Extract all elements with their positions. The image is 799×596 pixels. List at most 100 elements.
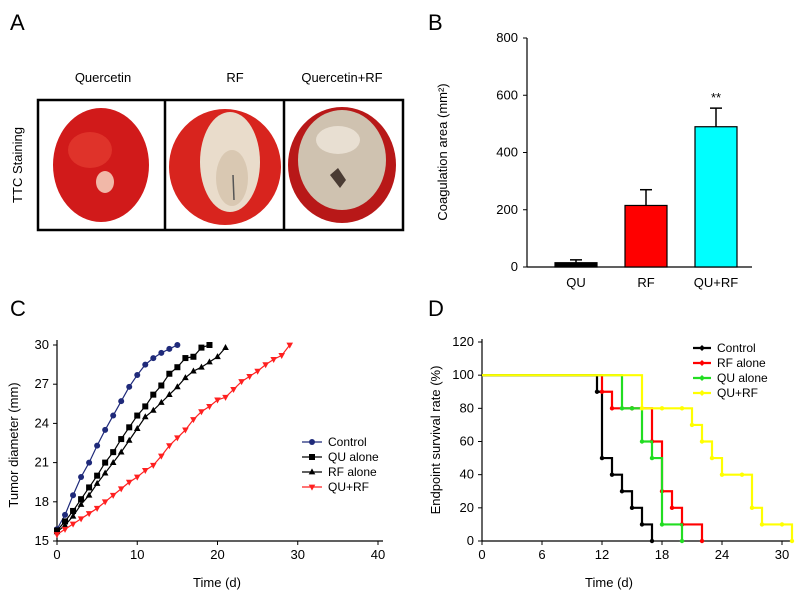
tissue-image-rf <box>169 109 281 225</box>
legend-marker <box>309 439 315 445</box>
data-point <box>126 424 133 431</box>
data-point <box>158 349 165 356</box>
censor-point <box>669 505 675 511</box>
censor-point <box>629 505 635 511</box>
y-tick-label: 80 <box>460 400 474 415</box>
data-point <box>109 459 117 465</box>
data-point <box>222 344 229 351</box>
data-point <box>158 453 165 460</box>
data-point <box>86 459 93 466</box>
data-point <box>158 382 165 389</box>
censor-point <box>779 522 785 527</box>
series-line <box>56 344 291 535</box>
legend-label: QU+RF <box>717 386 758 400</box>
data-point <box>85 511 93 518</box>
panel-c-label: C <box>10 296 26 321</box>
data-point <box>117 448 125 455</box>
y-tick-label: 30 <box>35 337 49 352</box>
survival-step-line <box>482 374 704 541</box>
y-axis-label: Coagulation area (mm²) <box>435 83 450 220</box>
bar <box>694 126 738 268</box>
y-tick-label: 100 <box>452 367 474 382</box>
data-point <box>53 532 61 539</box>
column-label-rf: RF <box>226 70 243 85</box>
data-point <box>118 436 125 443</box>
censor-point <box>679 406 685 411</box>
x-tick-label: 30 <box>775 547 789 562</box>
survival-step-line <box>482 374 654 541</box>
y-tick-label: 20 <box>460 500 474 515</box>
censor-point <box>689 422 695 428</box>
data-point <box>101 499 109 506</box>
data-point <box>182 374 189 381</box>
panel-d-label: D <box>428 296 444 321</box>
data-point <box>102 459 109 466</box>
data-point <box>286 342 294 349</box>
data-point <box>214 397 221 404</box>
panel-a-label: A <box>10 10 25 35</box>
column-label-quercetin-rf: Quercetin+RF <box>301 70 382 85</box>
y-tick-label: 400 <box>496 145 518 160</box>
survival-step-line <box>482 374 684 541</box>
data-point <box>166 391 173 398</box>
censor-point <box>594 389 600 394</box>
series-line <box>56 344 178 530</box>
x-tick-label: 40 <box>371 547 385 562</box>
data-point <box>94 442 101 449</box>
data-point <box>206 358 213 365</box>
data-point <box>182 355 189 362</box>
y-tick-label: 800 <box>496 30 518 45</box>
y-tick-label: 60 <box>460 434 474 449</box>
data-point <box>94 472 101 479</box>
censor-point <box>599 455 605 461</box>
x-tick-label: 24 <box>715 547 729 562</box>
data-point <box>222 394 229 401</box>
data-point <box>198 344 205 351</box>
legend-marker <box>699 375 705 381</box>
data-point <box>166 443 173 450</box>
data-point <box>150 391 157 398</box>
data-point <box>246 373 253 380</box>
censor-point <box>749 505 755 511</box>
data-point <box>190 417 197 424</box>
data-point <box>190 367 197 374</box>
data-point <box>270 356 277 363</box>
legend-label: QU alone <box>717 371 768 385</box>
y-tick-label: 18 <box>35 494 49 509</box>
y-tick-label: 27 <box>35 376 49 391</box>
data-point <box>86 484 93 491</box>
censor-point <box>639 439 645 444</box>
censor-point <box>739 472 745 477</box>
x-axis-label: Time (d) <box>585 575 633 590</box>
data-point <box>118 398 125 405</box>
y-tick-label: 40 <box>460 467 474 482</box>
data-point <box>78 473 85 480</box>
panel-c-chart: Tumor diameter (mm) Time (d) 15 18 21 24 27 3… <box>6 337 385 590</box>
data-point <box>150 462 157 469</box>
legend-label: Control <box>717 341 756 355</box>
data-point <box>206 404 213 411</box>
y-tick-label: 0 <box>511 259 518 274</box>
data-point <box>93 479 101 486</box>
data-point <box>278 353 285 360</box>
data-point <box>110 449 117 456</box>
panel-b-chart: Coagulation area (mm²) 0 200 400 600 800 QU RF… <box>435 30 752 290</box>
data-point <box>62 511 69 518</box>
data-point <box>109 492 117 499</box>
data-point <box>134 372 141 379</box>
censor-point <box>639 522 645 527</box>
data-point <box>93 505 101 512</box>
data-point <box>174 383 181 390</box>
legend-marker <box>699 345 705 351</box>
y-tick-label: 24 <box>35 415 49 430</box>
legend-label: QU alone <box>328 450 379 464</box>
data-point <box>110 412 117 419</box>
legend-label: Control <box>328 435 367 449</box>
data-point <box>69 512 77 519</box>
censor-point <box>699 439 705 444</box>
data-point <box>101 469 109 476</box>
survival-step-line <box>482 374 794 541</box>
data-point <box>61 526 69 533</box>
data-point <box>158 398 165 405</box>
data-point <box>77 500 85 507</box>
